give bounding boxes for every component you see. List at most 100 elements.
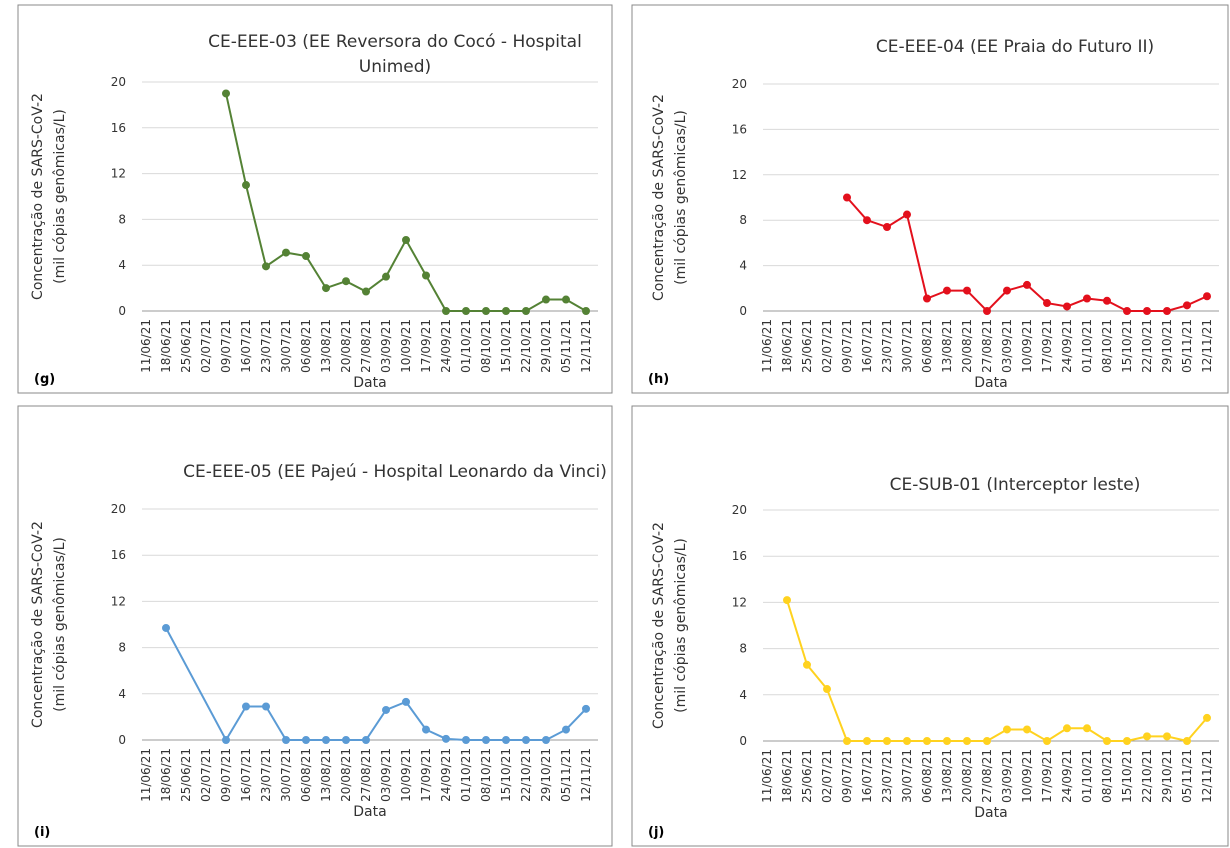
data-point <box>1183 737 1191 745</box>
data-point <box>322 736 330 744</box>
y-tick-label: 0 <box>118 733 126 747</box>
data-point <box>162 623 170 632</box>
x-axis-label: Data <box>974 805 1007 821</box>
x-tick-label: 30/07/21 <box>900 319 914 373</box>
data-point <box>222 736 230 744</box>
x-tick-label: 17/09/21 <box>1040 319 1054 373</box>
data-point <box>462 736 470 744</box>
x-tick-label: 27/08/21 <box>980 319 994 373</box>
data-point <box>923 737 931 745</box>
x-tick-label: 02/07/21 <box>199 319 213 373</box>
data-point <box>1003 725 1011 734</box>
title-box: CE-EEE-05 (EE Pajeú - Hospital Leonardo … <box>183 462 607 482</box>
x-tick-label: 02/07/21 <box>820 319 834 373</box>
data-point <box>522 307 530 315</box>
data-point <box>442 307 450 315</box>
x-tick-label: 23/07/21 <box>259 319 273 373</box>
data-point <box>382 705 390 714</box>
data-point <box>462 307 470 315</box>
x-tick-label: 09/07/21 <box>840 749 854 803</box>
x-tick-label: 16/07/21 <box>860 749 874 803</box>
data-point <box>342 736 350 744</box>
data-point <box>1023 280 1031 289</box>
x-tick-label: 22/10/21 <box>1140 319 1154 373</box>
y-tick-label: 0 <box>118 304 126 318</box>
x-tick-label: 17/09/21 <box>419 319 433 373</box>
x-tick-label: 25/06/21 <box>179 319 193 373</box>
title-box: CE-EEE-03 (EE Reversora do Cocó - Hospit… <box>208 32 582 77</box>
x-tick-label: 03/09/21 <box>379 748 393 802</box>
x-tick-label: 15/10/21 <box>1120 749 1134 803</box>
panel-label: (j) <box>648 825 664 840</box>
x-tick-label: 29/10/21 <box>539 748 553 802</box>
chart-title: CE-EEE-05 (EE Pajeú - Hospital Leonardo … <box>183 462 607 482</box>
x-tick-label: 24/09/21 <box>1060 319 1074 373</box>
x-tick-label: 15/10/21 <box>499 319 513 373</box>
x-tick-label: 03/09/21 <box>1000 749 1014 803</box>
y-axis-label: (mil cópias genômicas/L) <box>52 109 68 284</box>
data-point <box>823 685 831 694</box>
y-tick-label: 20 <box>732 77 747 91</box>
x-tick-label: 09/07/21 <box>219 319 233 373</box>
chart-title: CE-EEE-03 (EE Reversora do Cocó - Hospit… <box>208 32 582 77</box>
data-point <box>502 307 510 315</box>
x-tick-label: 01/10/21 <box>459 319 473 373</box>
data-point <box>883 223 891 232</box>
y-tick-label: 16 <box>111 121 126 135</box>
data-point <box>562 295 570 304</box>
x-tick-label: 27/08/21 <box>359 319 373 373</box>
x-tick-label: 11/06/21 <box>139 319 153 373</box>
x-tick-label: 29/10/21 <box>1160 319 1174 373</box>
x-tick-label: 09/07/21 <box>219 748 233 802</box>
x-tick-label: 12/11/21 <box>1200 319 1214 373</box>
x-tick-label: 16/07/21 <box>239 319 253 373</box>
data-point <box>1163 732 1171 741</box>
x-tick-label: 29/10/21 <box>539 319 553 373</box>
data-point <box>963 286 971 295</box>
data-point <box>322 284 330 293</box>
y-tick-label: 20 <box>111 75 126 89</box>
data-point <box>1203 292 1211 301</box>
x-tick-label: 01/10/21 <box>459 748 473 802</box>
data-point <box>943 737 951 745</box>
x-tick-label: 03/09/21 <box>1000 319 1014 373</box>
x-tick-label: 18/06/21 <box>159 748 173 802</box>
data-point <box>1123 307 1131 315</box>
x-tick-label: 10/09/21 <box>399 748 413 802</box>
y-tick-label: 4 <box>118 258 126 272</box>
y-tick-label: 16 <box>732 549 747 563</box>
x-tick-label: 08/10/21 <box>1100 319 1114 373</box>
x-tick-label: 20/08/21 <box>339 748 353 802</box>
data-point <box>442 734 450 743</box>
data-point <box>242 181 250 190</box>
panel-label: (g) <box>34 372 55 387</box>
x-tick-label: 11/06/21 <box>139 748 153 802</box>
data-point <box>843 737 851 745</box>
x-tick-label: 18/06/21 <box>780 319 794 373</box>
x-tick-label: 02/07/21 <box>199 748 213 802</box>
data-point <box>362 736 370 744</box>
y-axis-label: (mil cópias genômicas/L) <box>673 538 689 713</box>
y-tick-label: 0 <box>739 304 747 318</box>
x-tick-label: 20/08/21 <box>339 319 353 373</box>
x-tick-label: 24/09/21 <box>1060 749 1074 803</box>
data-point <box>783 596 791 605</box>
x-tick-label: 11/06/21 <box>760 749 774 803</box>
x-tick-label: 13/08/21 <box>940 319 954 373</box>
y-tick-label: 4 <box>118 687 126 701</box>
x-tick-label: 13/08/21 <box>319 748 333 802</box>
data-point <box>262 262 270 271</box>
x-tick-label: 24/09/21 <box>439 748 453 802</box>
x-axis-label: Data <box>353 804 386 820</box>
x-tick-label: 08/10/21 <box>479 319 493 373</box>
data-point <box>1003 286 1011 295</box>
x-tick-label: 06/08/21 <box>920 749 934 803</box>
y-tick-label: 12 <box>111 594 126 608</box>
y-tick-label: 16 <box>732 122 747 136</box>
data-point <box>1183 301 1191 310</box>
data-point <box>1083 294 1091 303</box>
x-tick-label: 12/11/21 <box>579 319 593 373</box>
data-point <box>422 725 430 734</box>
y-tick-label: 4 <box>739 259 747 273</box>
